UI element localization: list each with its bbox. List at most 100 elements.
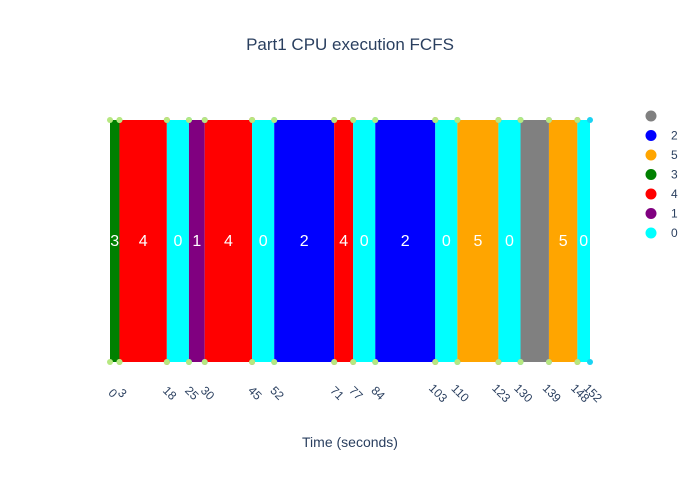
x-tick-label: 77	[346, 383, 366, 403]
start-marker	[249, 359, 256, 365]
bar-label: 3	[110, 233, 119, 250]
start-marker	[517, 359, 524, 365]
legend-marker	[645, 188, 657, 200]
start-marker	[454, 359, 461, 365]
bar-label: 0	[579, 233, 588, 250]
start-marker	[350, 359, 357, 365]
start-marker	[107, 117, 113, 123]
bar-segment[interactable]	[435, 120, 458, 362]
start-marker	[185, 359, 192, 365]
bar-label: 4	[224, 233, 233, 250]
bar-segment[interactable]	[274, 120, 335, 362]
bar-label: 0	[173, 233, 182, 250]
start-marker	[249, 117, 256, 123]
bar-label: 4	[339, 233, 348, 250]
bar-segment[interactable]	[188, 120, 205, 362]
start-marker	[116, 359, 123, 365]
legend-marker	[645, 208, 657, 219]
bar-label: 2	[300, 233, 309, 250]
legend-item[interactable]: 0	[645, 226, 679, 240]
legend-item[interactable]: 1	[645, 207, 679, 221]
start-marker	[331, 117, 338, 123]
bar-segment[interactable]	[457, 120, 499, 362]
start-marker	[432, 117, 439, 123]
x-tick-label: 123	[489, 381, 513, 405]
legend-marker	[645, 110, 657, 122]
bar-label: 5	[559, 233, 568, 250]
legend[interactable]: 2 5 3 4 1 0	[645, 110, 679, 241]
bar-label: 2	[401, 233, 410, 250]
start-marker	[116, 117, 123, 123]
bar-label: 5	[473, 233, 482, 250]
legend-item[interactable]: 2	[645, 129, 679, 143]
bar-segment[interactable]	[520, 120, 549, 362]
bar-segment[interactable]	[166, 120, 189, 362]
bar-segment[interactable]	[577, 120, 590, 362]
start-marker	[454, 117, 461, 123]
legend-item[interactable]	[645, 110, 657, 122]
start-marker	[545, 359, 552, 365]
start-marker	[574, 359, 581, 365]
start-marker	[163, 359, 170, 365]
x-tick-label: 45	[245, 383, 265, 403]
start-marker	[495, 359, 502, 365]
legend-label: 3	[671, 168, 678, 182]
chart-title: Part1 CPU execution FCFS	[246, 35, 454, 54]
start-marker	[185, 117, 192, 123]
start-marker	[107, 359, 113, 365]
x-tick-label: 130	[511, 381, 535, 405]
start-marker	[372, 359, 379, 365]
x-tick-label: 103	[426, 381, 450, 405]
bar-segment[interactable]	[204, 120, 253, 362]
start-marker	[432, 359, 439, 365]
start-marker	[517, 117, 524, 123]
start-marker	[350, 117, 357, 123]
end-marker	[587, 359, 593, 365]
x-tick-label: 52	[267, 383, 287, 403]
start-marker	[372, 117, 379, 123]
start-marker	[201, 117, 208, 123]
legend-item[interactable]: 5	[645, 148, 679, 162]
x-tick-label: 84	[368, 383, 388, 403]
bar-segment[interactable]	[498, 120, 521, 362]
legend-marker	[645, 149, 657, 161]
x-tick-label: 30	[198, 383, 218, 403]
start-marker	[201, 359, 208, 365]
bar-segment[interactable]	[375, 120, 436, 362]
legend-marker	[645, 169, 657, 180]
legend-label: 4	[671, 187, 678, 201]
legend-label: 1	[671, 207, 678, 221]
bar-label: 4	[139, 233, 148, 250]
bar-segment[interactable]	[119, 120, 167, 362]
x-tick-label: 139	[540, 381, 564, 405]
bar-segment[interactable]	[110, 120, 120, 362]
legend-marker	[645, 130, 657, 141]
bar-label: 0	[259, 233, 268, 250]
bar-segment[interactable]	[334, 120, 354, 362]
bar-segment[interactable]	[548, 120, 578, 362]
start-marker	[271, 359, 278, 365]
legend-marker	[645, 227, 657, 239]
legend-label: 0	[671, 226, 678, 240]
x-tick-label: 18	[160, 383, 180, 403]
start-marker	[574, 117, 581, 123]
end-marker	[587, 117, 593, 123]
start-marker	[331, 359, 338, 365]
legend-item[interactable]: 3	[645, 168, 679, 182]
bar-label: 0	[442, 233, 451, 250]
start-marker	[163, 117, 170, 123]
bar-label: 1	[192, 233, 201, 250]
bar-segment[interactable]	[252, 120, 275, 362]
bar-label: 0	[360, 233, 369, 250]
bar-segment[interactable]	[353, 120, 376, 362]
start-marker	[495, 117, 502, 123]
x-axis-title: Time (seconds)	[302, 434, 398, 450]
x-tick-label: 71	[327, 383, 347, 403]
legend-label: 5	[671, 148, 678, 162]
legend-item[interactable]: 4	[645, 187, 679, 201]
bar-label: 0	[505, 233, 514, 250]
